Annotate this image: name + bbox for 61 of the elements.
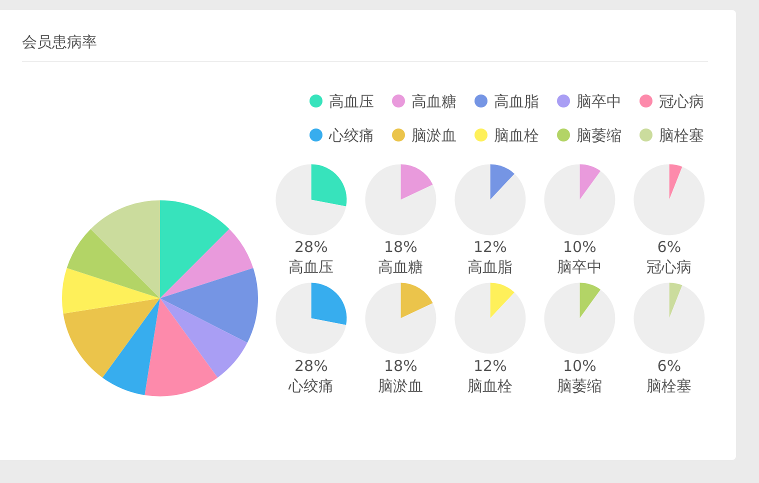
legend-label: 冠心病 [659,92,704,110]
text: 脑血栓 [468,376,513,395]
legend-label: 高血脂 [494,92,539,110]
text: 脑卒中 [557,258,602,276]
pie-slice [160,200,230,298]
pie-slice [276,164,346,236]
pie-slice [544,164,616,236]
text: 6% [657,356,682,375]
text: 脑淤血 [378,376,424,395]
legend-label: 脑栓塞 [659,126,704,144]
text: 18% [384,356,418,375]
legend-label: 脑萎缩 [576,126,622,144]
pie-slice [365,282,436,354]
text: 脑萎缩 [557,376,602,395]
text: 高血压 [288,258,334,276]
pie-slice [160,229,254,298]
pie-slice [490,164,514,200]
legend-label: 心绞痛 [328,126,374,144]
text: 6% [657,238,682,256]
text: 28% [294,356,328,375]
pie-slice [544,282,616,354]
text: 28% [294,238,328,256]
text: 心绞痛 [288,376,334,395]
pie-slice [90,200,160,298]
chart-title: 会员患病率 [22,33,97,51]
pie-slice [160,268,258,343]
pie-slice [102,298,160,396]
text: 脑栓塞 [646,376,692,395]
pie-slice [454,282,526,354]
pie-slice [490,282,514,318]
text: 高血脂 [468,258,513,276]
text: 高血糖 [378,258,424,276]
pie-slice [634,282,705,354]
legend-label: 高血糖 [412,92,456,110]
pie-slice [365,164,436,236]
text: 18% [384,238,418,256]
legend-label: 高血压 [329,92,374,110]
pie-slice [669,282,682,318]
text: 冠心病 [646,258,692,276]
text: 10% [563,238,596,256]
legend-label: 脑卒中 [576,92,622,110]
pie-slice [454,164,526,236]
pie-slice [580,282,601,318]
pie-slice [66,229,160,298]
pie-slice [311,164,347,206]
pie-slice [144,298,218,396]
pie-slice [634,164,705,236]
legend-label: 脑血栓 [494,126,539,144]
pie-slice [311,282,347,325]
pie-slice [580,164,601,200]
pie-slice [400,282,433,318]
pie-slice [400,164,433,200]
pie-slice [276,282,346,354]
pie-slice [63,298,160,378]
text: 10% [563,356,596,375]
legend-label: 脑淤血 [412,126,456,144]
pie-slice [669,164,682,200]
pie-slice [160,298,248,378]
text: 12% [474,356,507,375]
pie-slice [62,268,160,314]
text: 12% [474,238,507,256]
